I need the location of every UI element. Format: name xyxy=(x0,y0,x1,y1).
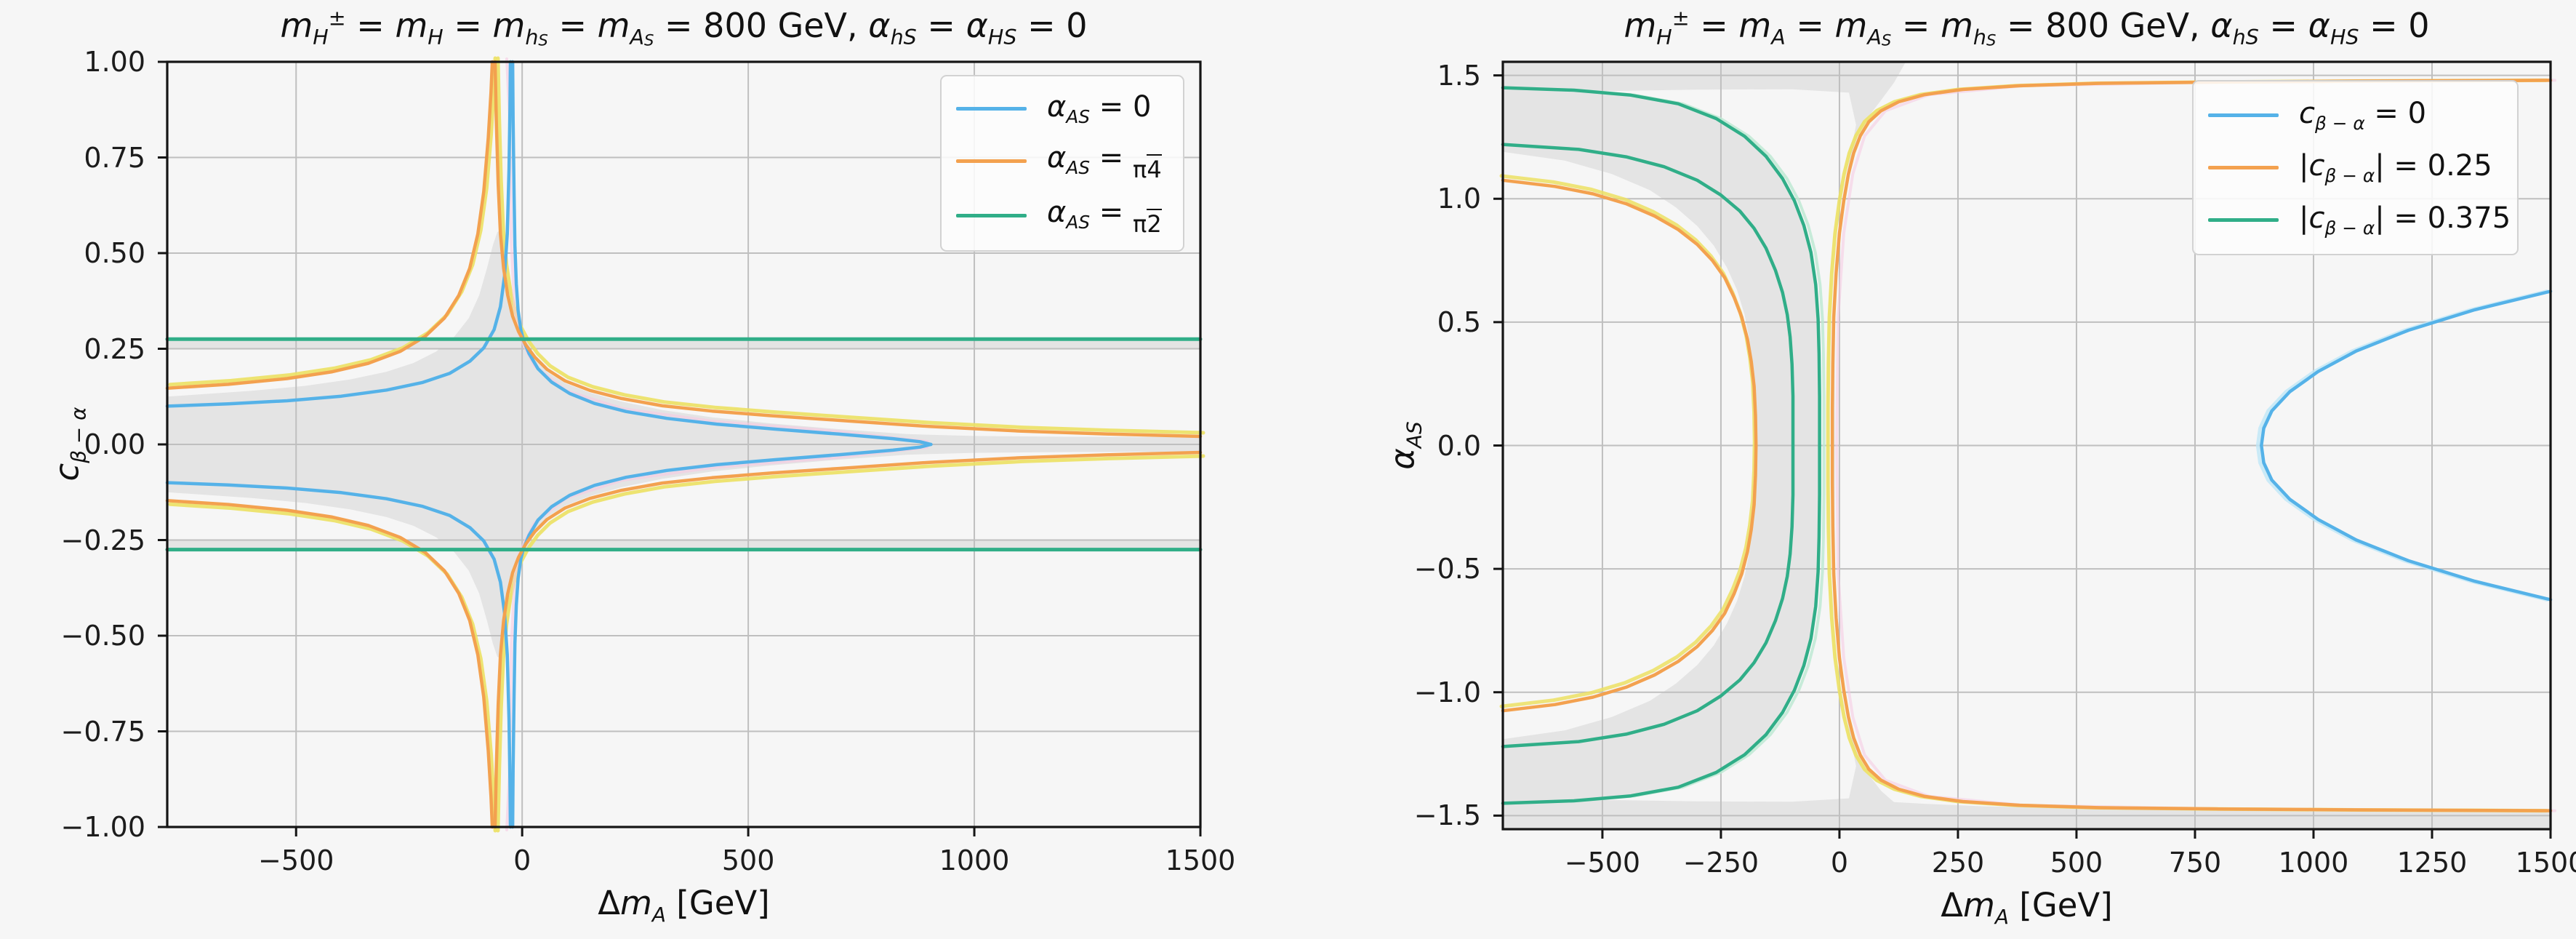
y-tick-label-1-4: −0.5 xyxy=(1413,553,1481,586)
legend-item-0-1: αAS = π4 xyxy=(956,140,1168,184)
legend-label: αAS = π4 xyxy=(1047,140,1162,184)
legend-label: cβ − α = 0 xyxy=(2299,96,2427,134)
x-tick-label-1-1: −250 xyxy=(1682,847,1760,879)
curve-abs-c-beta-alpha-0p375 xyxy=(1501,86,1821,805)
y-tick-label-0-3: 0.25 xyxy=(84,332,145,365)
x-tick-label-0-1: 0 xyxy=(513,844,531,876)
curve-alpha-AS-0 xyxy=(165,60,513,408)
curve-alpha-AS-pi4 xyxy=(165,60,494,390)
x-tick-label-0-0: −500 xyxy=(258,844,334,876)
curve-abs-c-beta-alpha-0p25 xyxy=(1830,79,2553,812)
curve-alpha-AS-0 xyxy=(165,481,513,829)
y-tick-label-0-6: −0.50 xyxy=(60,620,145,652)
chart-title-0: mH± = mH = mhS = mAS = 800 GeV, αhS = αH… xyxy=(280,6,1088,50)
shaded-allowed-strip-lower xyxy=(167,540,1200,550)
legend-line-sample xyxy=(956,214,1027,218)
x-tick-label-1-5: 750 xyxy=(2168,847,2222,879)
x-axis-label-1: ΔmA [GeV] xyxy=(1941,886,2113,929)
curve-abs-c-beta-alpha-0p375 xyxy=(1501,143,1795,748)
curve-companion-yellow-upper xyxy=(168,56,497,387)
curve-companion-yellow-lower xyxy=(168,502,497,833)
curve-alpha-AS-0 xyxy=(510,60,933,447)
y-tick-label-0-2: 0.50 xyxy=(84,237,145,269)
y-tick-label-1-6: −1.5 xyxy=(1413,799,1481,832)
legend-line-sample xyxy=(2208,113,2279,117)
y-tick-label-0-8: −1.00 xyxy=(60,811,145,843)
curve-companion-pink-lower xyxy=(505,446,929,831)
curve-companion-yellow-lower xyxy=(496,454,1205,833)
y-tick-label-0-1: 0.75 xyxy=(84,141,145,174)
legend-item-1-2: |cβ − α| = 0.375 xyxy=(2208,201,2511,239)
legend-item-1-1: |cβ − α| = 0.25 xyxy=(2208,149,2503,186)
curve-alpha-AS-pi4 xyxy=(493,60,1203,439)
y-tick-label-1-2: 0.5 xyxy=(1437,305,1481,338)
curve-alpha-AS-0 xyxy=(510,442,933,829)
legend-label: αAS = 0 xyxy=(1047,90,1152,128)
legend-line-sample xyxy=(956,107,1027,111)
curve-companion-pink-upper xyxy=(505,57,929,443)
curve-alpha-AS-pi4 xyxy=(493,450,1203,829)
y-tick-label-1-1: 1.0 xyxy=(1437,183,1481,215)
legend-line-sample xyxy=(2208,165,2279,169)
x-tick-label-1-6: 1000 xyxy=(2278,847,2349,879)
x-tick-label-1-3: 250 xyxy=(1931,847,1985,879)
y-tick-label-0-0: 1.00 xyxy=(84,46,145,78)
x-axis-label-0: ΔmA [GeV] xyxy=(598,884,770,927)
x-tick-label-1-0: −500 xyxy=(1564,847,1641,879)
x-tick-label-1-7: 1250 xyxy=(2396,847,2468,879)
legend-label: |cβ − α| = 0.375 xyxy=(2299,201,2511,239)
legend-item-0-2: αAS = π2 xyxy=(956,195,1168,239)
legend-item-1-0: cβ − α = 0 xyxy=(2208,97,2503,134)
x-tick-label-0-4: 1500 xyxy=(1165,844,1236,876)
shaded-allowed-strip-upper xyxy=(167,339,1200,349)
y-tick-label-1-0: 1.5 xyxy=(1437,59,1481,92)
legend-label: αAS = π2 xyxy=(1047,195,1162,239)
y-tick-label-0-4: 0.00 xyxy=(84,428,145,460)
curve-alpha-AS-pi4 xyxy=(165,499,494,829)
y-tick-label-0-7: −0.75 xyxy=(60,715,145,748)
shaded-allowed-region xyxy=(1503,62,2551,829)
x-tick-label-1-2: 0 xyxy=(1830,847,1849,879)
legend-item-0-0: αAS = 0 xyxy=(956,90,1168,127)
chart-title-1: mH± = mA = mAS = mhS = 800 GeV, αhS = αH… xyxy=(1624,6,2430,50)
legend-1: cβ − α = 0 |cβ − α| = 0.25 |cβ − α| = 0.37… xyxy=(2192,80,2519,255)
legend-line-sample xyxy=(2208,218,2279,223)
y-tick-label-0-5: −0.25 xyxy=(60,524,145,556)
x-tick-label-1-8: 1500 xyxy=(2515,847,2576,879)
x-tick-label-0-3: 1000 xyxy=(939,844,1010,876)
curve-c-beta-alpha-0 xyxy=(2260,289,2553,602)
legend-line-sample xyxy=(956,159,1027,164)
y-tick-label-1-5: −1.0 xyxy=(1413,676,1481,708)
x-tick-label-0-2: 500 xyxy=(721,844,775,876)
curve-abs-c-beta-alpha-0p25 xyxy=(1501,178,1758,713)
curve-companion-palegreen-outer xyxy=(1506,86,1826,805)
y-tick-label-1-3: 0.0 xyxy=(1437,429,1481,462)
legend-0: αAS = 0 αAS = π4 αAS = π2 xyxy=(940,75,1184,252)
legend-label: |cβ − α| = 0.25 xyxy=(2299,148,2492,186)
x-tick-label-1-4: 500 xyxy=(2050,847,2103,879)
